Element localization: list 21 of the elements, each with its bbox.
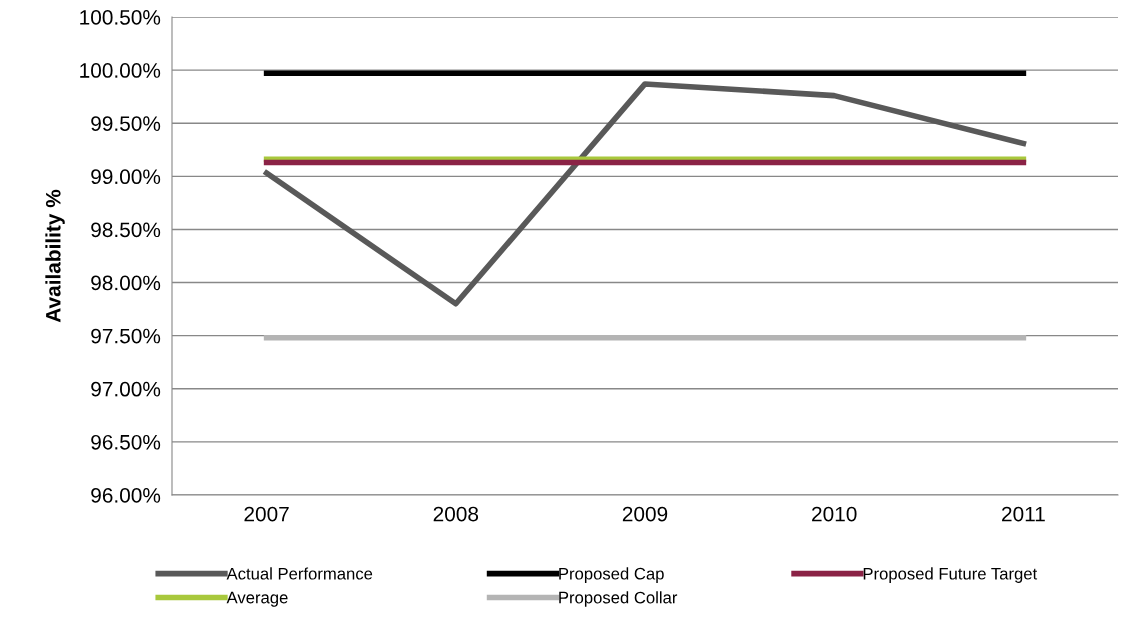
x-tick-label: 2007 [244, 506, 289, 522]
y-tick-label: 96.50% [91, 434, 161, 450]
x-tick-label: 2011 [1002, 506, 1045, 522]
y-tick-label: 98.50% [91, 222, 161, 238]
y-tick-label: 96.00% [91, 488, 161, 503]
legend-label: Proposed Collar [559, 591, 678, 607]
x-tick-label: 2008 [433, 506, 479, 522]
y-tick-label: 99.50% [91, 116, 161, 131]
x-tick-label: 2010 [812, 506, 857, 522]
x-tick-label: 2009 [622, 506, 668, 522]
y-tick-label: 97.50% [91, 328, 161, 344]
legend-label: Proposed Cap [559, 567, 664, 583]
y-tick-label: 97.00% [91, 381, 161, 397]
legend-label: Average [226, 591, 288, 607]
y-tick-label: 99.00% [91, 169, 161, 185]
legend-label: Proposed Future Target [863, 567, 1038, 583]
y-tick-label: 100.00% [80, 63, 161, 78]
legend-label: Actual Performance [226, 567, 373, 580]
y-tick-label: 100.50% [80, 10, 161, 25]
y-tick-label: 98.00% [91, 275, 161, 291]
y-axis-title: Availability % [45, 189, 65, 323]
